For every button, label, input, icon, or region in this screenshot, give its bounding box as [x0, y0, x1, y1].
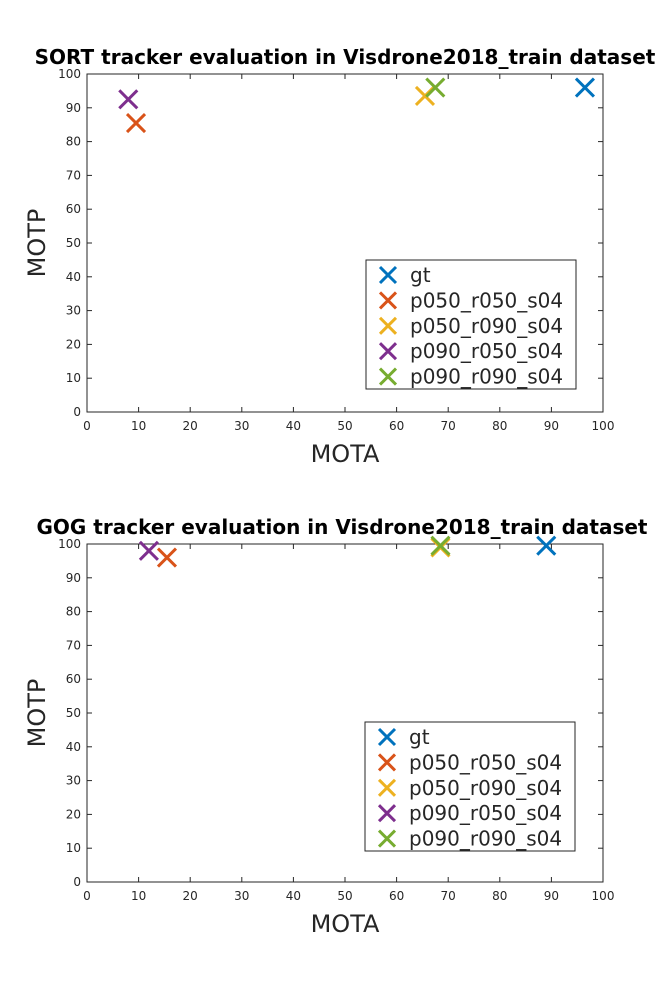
chart-title: GOG tracker evaluation in Visdrone2018_t…: [37, 515, 648, 539]
x-tick-label: 90: [544, 419, 559, 433]
y-tick-label: 80: [66, 605, 81, 619]
y-tick-label: 0: [73, 405, 81, 419]
x-tick-label: 30: [234, 889, 249, 903]
x-tick-label: 30: [234, 419, 249, 433]
y-tick-label: 100: [58, 537, 81, 551]
legend-label: p050_r090_s04: [410, 314, 563, 338]
legend-marker-p050_r050_s04: [377, 753, 397, 772]
x-tick-label: 50: [337, 419, 352, 433]
y-tick-label: 50: [66, 236, 81, 250]
y-tick-label: 20: [66, 807, 81, 821]
x-tick-label: 20: [183, 889, 198, 903]
legend-marker-p050_r090_s04: [377, 778, 397, 797]
legend-marker-p090_r090_s04: [378, 367, 398, 386]
y-tick-label: 60: [66, 672, 81, 686]
y-tick-label: 0: [73, 875, 81, 889]
legend: gtp050_r050_s04p050_r090_s04p090_r050_s0…: [365, 259, 577, 390]
legend-label: p090_r050_s04: [409, 801, 562, 825]
y-tick-label: 10: [66, 841, 81, 855]
y-axis-label: MOTP: [23, 209, 51, 278]
y-tick-label: 60: [66, 202, 81, 216]
legend-marker-gt: [377, 727, 397, 747]
legend: gtp050_r050_s04p050_r090_s04p090_r050_s0…: [364, 721, 576, 852]
x-tick-label: 60: [389, 889, 404, 903]
x-tick-label: 0: [83, 889, 91, 903]
legend-marker-p050_r090_s04: [378, 316, 398, 335]
x-tick-label: 10: [131, 419, 146, 433]
chart-gog: GOG tracker evaluation in Visdrone2018_t…: [23, 515, 648, 938]
y-tick-label: 30: [66, 304, 81, 318]
x-tick-label: 70: [441, 889, 456, 903]
y-tick-label: 70: [66, 638, 81, 652]
plot-area: 0 10 20 30 40 50 60 70 80 90 100 0 10 20 30 40 50 60 70 80 9…: [58, 67, 614, 433]
legend-marker-p090_r050_s04: [377, 804, 397, 823]
y-tick-label: 80: [66, 135, 81, 149]
legend-label: p050_r050_s04: [409, 750, 562, 774]
x-tick-label: 80: [492, 419, 507, 433]
y-tick-label: 20: [66, 337, 81, 351]
y-axis-label: MOTP: [23, 679, 51, 748]
legend-label: p090_r090_s04: [409, 827, 562, 851]
legend-label: p050_r090_s04: [409, 776, 562, 800]
x-axis-label: MOTA: [311, 440, 380, 468]
x-tick-label: 70: [441, 419, 456, 433]
legend-box: [364, 721, 576, 852]
legend-label: gt: [410, 263, 431, 287]
legend-marker-p090_r050_s04: [378, 342, 398, 361]
legend-marker-p050_r050_s04: [378, 291, 398, 310]
x-tick-label: 20: [183, 419, 198, 433]
legend-marker-p090_r090_s04: [377, 829, 397, 848]
y-tick-label: 40: [66, 740, 81, 754]
data-point-gt: [574, 77, 596, 98]
data-point-p090_r090_s04: [425, 77, 446, 98]
chart-sort: SORT tracker evaluation in Visdrone2018_…: [23, 45, 656, 468]
x-tick-label: 50: [337, 889, 352, 903]
x-tick-label: 100: [592, 419, 615, 433]
x-tick-label: 40: [286, 889, 301, 903]
x-tick-label: 100: [592, 889, 615, 903]
data-point-p090_r050_s04: [118, 89, 139, 110]
x-tick-label: 90: [544, 889, 559, 903]
x-tick-label: 80: [492, 889, 507, 903]
legend-label: gt: [409, 725, 430, 749]
x-tick-label: 10: [131, 889, 146, 903]
legend-label: p090_r090_s04: [410, 365, 563, 389]
y-tick-label: 70: [66, 168, 81, 182]
plot-area: 0 10 20 30 40 50 60 70 80 90 100 0 10 20 30 40 50 60 70 80 9…: [58, 535, 615, 903]
legend-box: [365, 259, 577, 390]
y-tick-label: 40: [66, 270, 81, 284]
chart-title: SORT tracker evaluation in Visdrone2018_…: [35, 45, 656, 69]
y-tick-label: 50: [66, 706, 81, 720]
data-point-gt: [536, 535, 557, 556]
x-tick-label: 40: [286, 419, 301, 433]
y-tick-label: 90: [66, 101, 81, 115]
data-point-p090_r090_s04: [430, 535, 451, 556]
y-tick-label: 10: [66, 371, 81, 385]
data-point-p090_r050_s04: [138, 540, 159, 561]
legend-label: p050_r050_s04: [410, 288, 563, 312]
data-point-p050_r050_s04: [156, 547, 178, 568]
x-tick-label: 0: [83, 419, 91, 433]
y-tick-label: 30: [66, 774, 81, 788]
x-axis-label: MOTA: [311, 910, 380, 938]
y-tick-label: 90: [66, 571, 81, 585]
x-tick-label: 60: [389, 419, 404, 433]
data-point-p050_r050_s04: [125, 112, 147, 134]
legend-label: p090_r050_s04: [410, 339, 563, 363]
legend-marker-gt: [378, 265, 398, 285]
y-tick-label: 100: [58, 67, 81, 81]
